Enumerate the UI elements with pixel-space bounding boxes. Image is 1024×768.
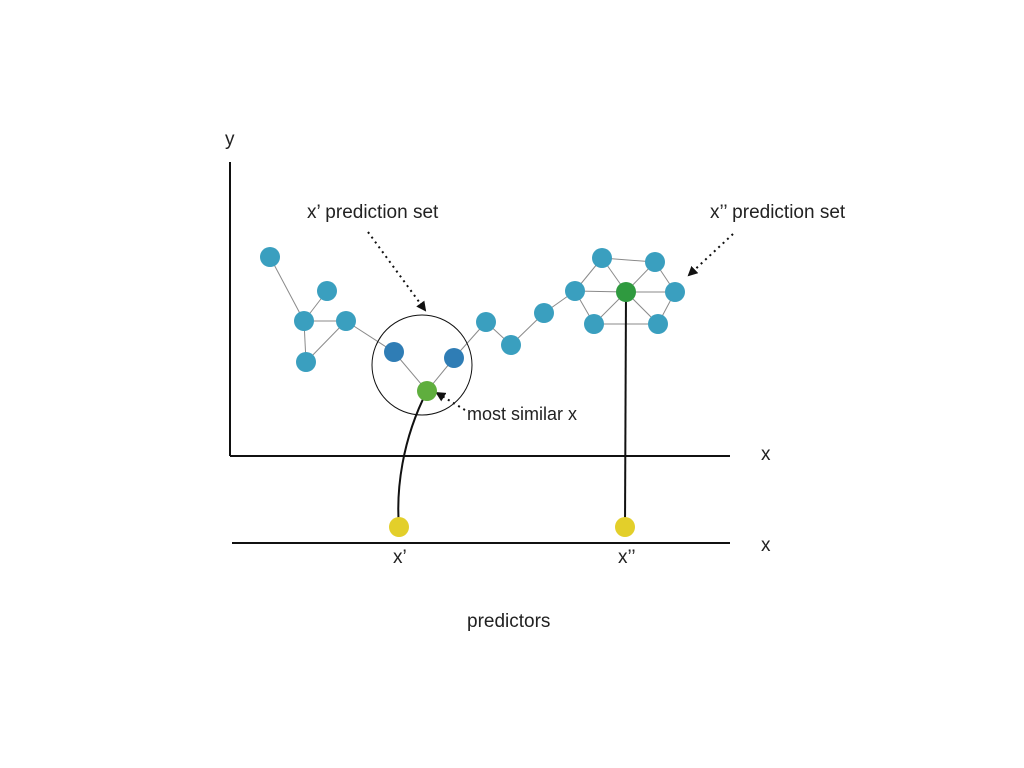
x-prime-connector: [397, 390, 428, 528]
x-prime-set-arrow: [367, 231, 427, 312]
graph-node: [501, 335, 521, 355]
x-dprime-connector: [624, 291, 627, 528]
neighbor-node: [384, 342, 404, 362]
edge: [269, 256, 305, 322]
most-similar-label: most similar x: [467, 404, 577, 424]
most-similar-node: [417, 381, 437, 401]
graph-node: [584, 314, 604, 334]
graph-node: [645, 252, 665, 272]
graph-node: [476, 312, 496, 332]
axes: [229, 162, 730, 544]
x-prime-label: x’: [393, 547, 407, 568]
y-axis-label: y: [225, 129, 235, 150]
x-prime-prediction-set-label: x’ prediction set: [307, 202, 439, 223]
graph-node: [565, 281, 585, 301]
graph-edges: [269, 256, 676, 392]
x-dprime-label: x’’: [618, 547, 636, 568]
predictors-label: predictors: [467, 611, 550, 632]
graph-node: [260, 247, 280, 267]
x-prime-neighborhood-circle: [371, 314, 473, 416]
graph-node: [336, 311, 356, 331]
x-dprime-set-arrow: [687, 233, 734, 277]
most-similar-arrow: [435, 391, 466, 411]
graph-node: [294, 311, 314, 331]
graph-node: [665, 282, 685, 302]
x-dprime-prediction-set-label: x’’ prediction set: [710, 202, 846, 223]
graph-node: [534, 303, 554, 323]
x-dprime-match-node: [616, 282, 636, 302]
x-prime-predictor-point: [389, 517, 409, 537]
graph-node: [592, 248, 612, 268]
graph-node: [317, 281, 337, 301]
graph-nodes: [260, 247, 685, 401]
predictor-points: [389, 517, 635, 537]
labels: y x x x’ prediction set x’’ prediction s…: [225, 129, 846, 632]
graph-node: [296, 352, 316, 372]
x-dprime-predictor-point: [615, 517, 635, 537]
neighbor-node: [444, 348, 464, 368]
graph-node: [648, 314, 668, 334]
annotation-arrows: [367, 231, 734, 411]
x-axis-bottom-label: x: [761, 535, 771, 556]
x-axis-top-label: x: [761, 444, 771, 465]
